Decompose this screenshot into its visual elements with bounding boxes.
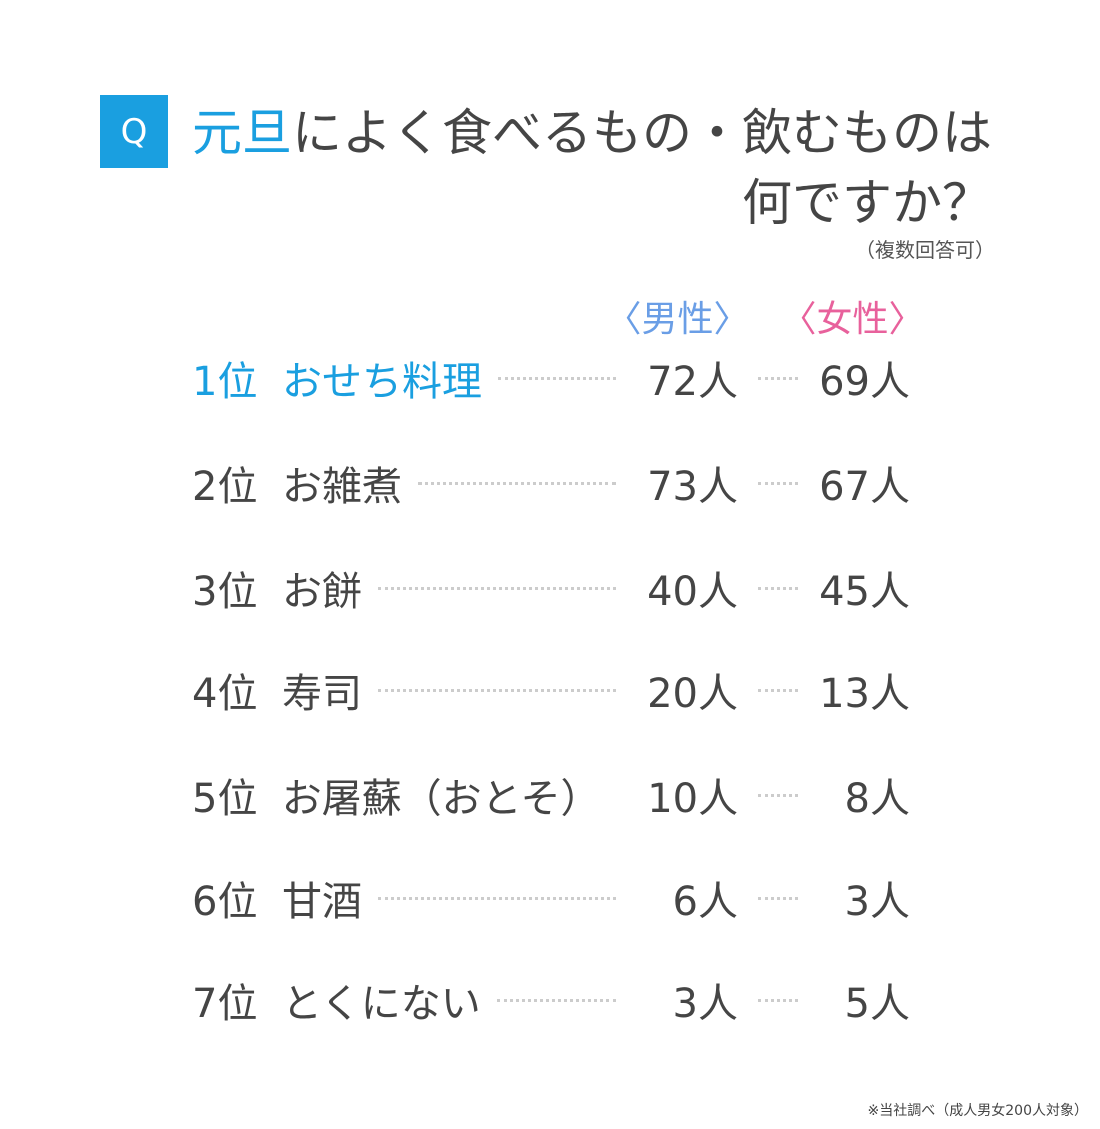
dotted-leader — [758, 998, 798, 1002]
item-name: 寿司 — [282, 671, 362, 717]
item-name: お餅 — [282, 569, 362, 615]
table-row: 7位 とくにない 3人 5人 — [192, 970, 910, 1030]
note: （複数回答可） — [855, 238, 995, 262]
male-count: 72人 — [647, 359, 738, 405]
dotted-leader — [758, 793, 798, 797]
dotted-leader — [418, 481, 616, 485]
female-count: 67人 — [819, 464, 910, 510]
table-row: 4位 寿司 20人 13人 — [192, 660, 910, 720]
title-line: 元旦によく食べるもの・飲むものは — [192, 98, 992, 168]
rank: 2位 — [192, 464, 258, 510]
item-name: お雑煮 — [282, 464, 402, 510]
title-line: 何ですか？ — [742, 174, 992, 232]
dotted-leader — [758, 688, 798, 692]
item-name: お屠蘇（おとそ） — [281, 776, 601, 822]
rank: 6位 — [192, 879, 258, 925]
dotted-leader — [378, 586, 616, 590]
dotted-leader — [496, 998, 616, 1002]
dotted-leader — [758, 586, 798, 590]
table-row: 5位 お屠蘇（おとそ） 10人 8人 — [192, 765, 910, 825]
male-count: 6人 — [672, 879, 738, 925]
female-count: 8人 — [844, 776, 910, 822]
table-row: 1位 おせち料理 72人 69人 — [192, 348, 910, 408]
female-count: 45人 — [819, 569, 910, 615]
item-name: とくにない — [282, 981, 481, 1027]
dotted-leader — [758, 481, 798, 485]
male-count: 10人 — [647, 776, 739, 822]
column-header: 〈女性〉 — [780, 299, 925, 340]
table-row: 3位 お餅 40人 45人 — [192, 558, 910, 618]
dotted-leader — [498, 376, 616, 380]
female-count: 5人 — [844, 981, 910, 1027]
q-badge: Q — [100, 95, 168, 168]
male-count: 3人 — [672, 981, 738, 1027]
male-count: 20人 — [647, 671, 738, 717]
column-header: 〈男性〉 — [605, 299, 750, 340]
item-name: おせち料理 — [282, 359, 482, 405]
dotted-leader — [758, 376, 798, 380]
rank: 4位 — [192, 671, 258, 717]
title-highlight: 元旦 — [192, 104, 292, 162]
dotted-leader — [378, 688, 616, 692]
female-count: 3人 — [844, 879, 910, 925]
male-count: 73人 — [647, 464, 738, 510]
dotted-leader — [758, 896, 798, 900]
dotted-leader — [378, 896, 616, 900]
table-row: 2位 お雑煮 73人 67人 — [192, 453, 910, 513]
female-count: 13人 — [819, 671, 910, 717]
rank: 7位 — [192, 981, 258, 1027]
footer-note: ※当社調べ（成人男女200人対象） — [867, 1103, 1088, 1119]
rank: 5位 — [192, 776, 258, 822]
rank: 3位 — [192, 569, 258, 615]
item-name: 甘酒 — [282, 879, 362, 925]
table-row: 6位 甘酒 6人 3人 — [192, 868, 910, 928]
title-text: によく食べるもの・飲むものは — [292, 104, 992, 162]
male-count: 40人 — [647, 569, 738, 615]
rank: 1位 — [192, 359, 258, 405]
female-count: 69人 — [819, 359, 910, 405]
